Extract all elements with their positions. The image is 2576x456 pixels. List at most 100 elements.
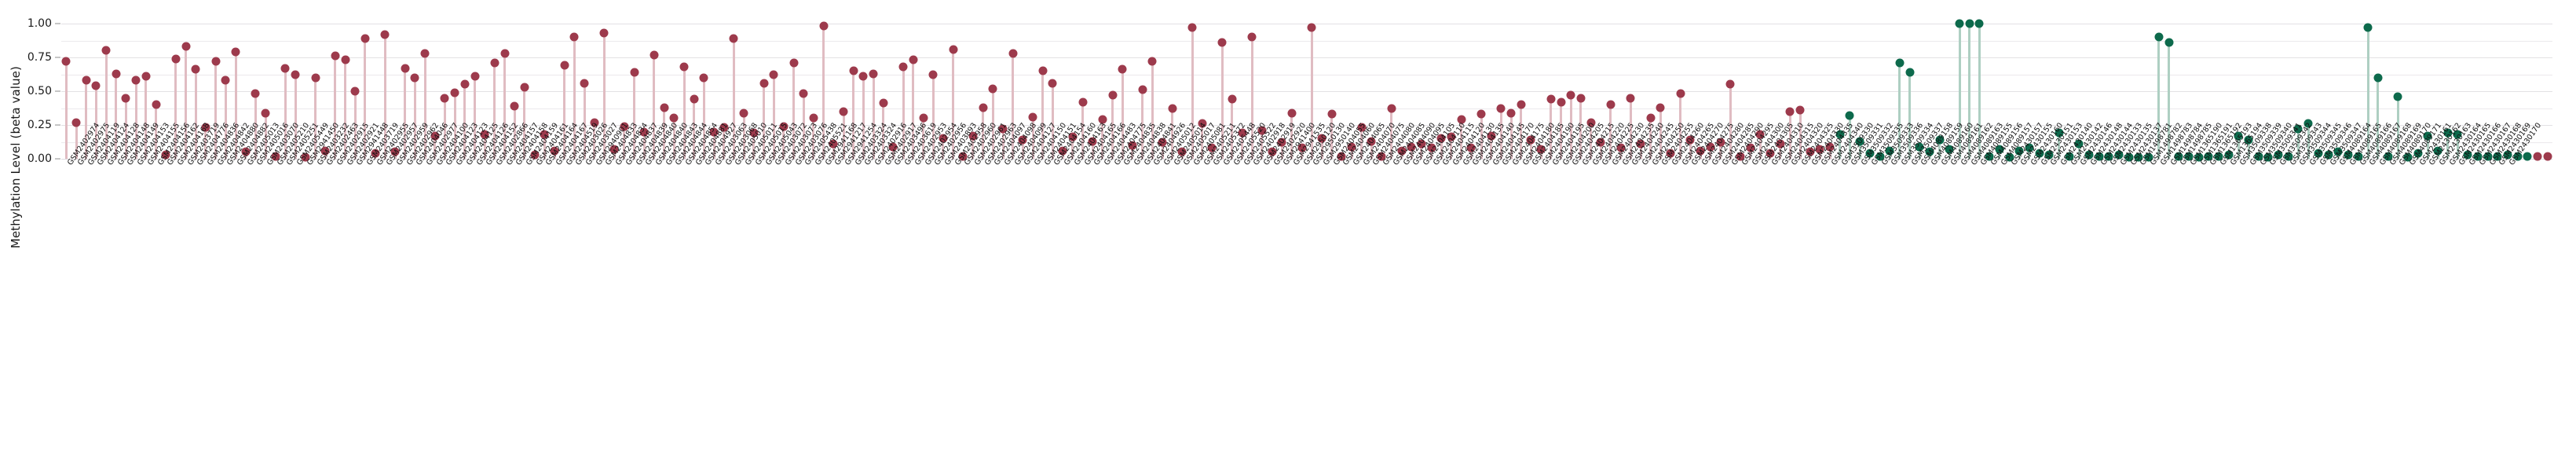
data-point-marker[interactable] bbox=[1985, 152, 1994, 161]
data-point-marker[interactable] bbox=[2483, 152, 2493, 161]
data-point-marker[interactable] bbox=[2443, 128, 2453, 138]
data-point-marker[interactable] bbox=[998, 124, 1008, 134]
data-point-marker[interactable] bbox=[709, 127, 719, 137]
data-point-marker[interactable] bbox=[1517, 100, 1526, 109]
data-point-marker[interactable] bbox=[949, 45, 958, 54]
data-point-marker[interactable] bbox=[1526, 135, 1535, 145]
data-point-marker[interactable] bbox=[2044, 150, 2054, 160]
data-point-marker[interactable] bbox=[660, 103, 669, 112]
data-point-marker[interactable] bbox=[201, 123, 210, 132]
data-point-marker[interactable] bbox=[490, 58, 499, 68]
data-point-marker[interactable] bbox=[480, 130, 489, 139]
data-point-marker[interactable] bbox=[440, 94, 449, 103]
data-point-marker[interactable] bbox=[82, 75, 91, 85]
data-point-marker[interactable] bbox=[1925, 147, 1934, 156]
data-point-marker[interactable] bbox=[1935, 135, 1945, 145]
data-point-marker[interactable] bbox=[919, 113, 928, 123]
data-point-marker[interactable] bbox=[649, 50, 659, 60]
data-point-marker[interactable] bbox=[2274, 150, 2283, 160]
data-point-marker[interactable] bbox=[460, 79, 470, 89]
data-point-marker[interactable] bbox=[1776, 139, 1785, 149]
data-point-marker[interactable] bbox=[1815, 145, 1824, 154]
data-point-marker[interactable] bbox=[1457, 115, 1466, 124]
data-point-marker[interactable] bbox=[2174, 152, 2183, 161]
data-point-marker[interactable] bbox=[1068, 132, 1078, 142]
data-point-marker[interactable] bbox=[2164, 38, 2173, 47]
data-point-marker[interactable] bbox=[719, 123, 729, 132]
data-point-marker[interactable] bbox=[2533, 152, 2542, 161]
data-point-marker[interactable] bbox=[1277, 138, 1286, 147]
data-point-marker[interactable] bbox=[470, 72, 480, 81]
data-point-marker[interactable] bbox=[1118, 64, 1127, 74]
data-point-marker[interactable] bbox=[879, 98, 888, 108]
data-point-marker[interactable] bbox=[1327, 109, 1337, 119]
data-point-marker[interactable] bbox=[2194, 153, 2204, 162]
data-point-marker[interactable] bbox=[1865, 149, 1875, 158]
data-point-marker[interactable] bbox=[1725, 79, 1735, 89]
data-point-marker[interactable] bbox=[1974, 19, 1984, 28]
data-point-marker[interactable] bbox=[1158, 138, 1167, 147]
data-point-marker[interactable] bbox=[1387, 104, 1396, 113]
data-point-marker[interactable] bbox=[1466, 143, 1476, 153]
data-point-marker[interactable] bbox=[699, 73, 708, 83]
data-point-marker[interactable] bbox=[1058, 146, 1067, 156]
data-point-marker[interactable] bbox=[1108, 90, 1118, 100]
data-point-marker[interactable] bbox=[311, 73, 320, 83]
data-point-marker[interactable] bbox=[1177, 147, 1187, 156]
data-point-marker[interactable] bbox=[1536, 145, 1546, 154]
data-point-marker[interactable] bbox=[909, 55, 918, 64]
data-point-marker[interactable] bbox=[251, 89, 260, 98]
data-point-marker[interactable] bbox=[2513, 152, 2523, 161]
data-point-marker[interactable] bbox=[1905, 68, 1915, 77]
data-point-marker[interactable] bbox=[1496, 104, 1506, 113]
data-point-marker[interactable] bbox=[569, 32, 579, 42]
data-point-marker[interactable] bbox=[1347, 142, 1356, 152]
data-point-marker[interactable] bbox=[968, 131, 978, 141]
data-point-marker[interactable] bbox=[2423, 131, 2432, 141]
data-point-marker[interactable] bbox=[2234, 131, 2243, 141]
data-point-marker[interactable] bbox=[1965, 19, 1974, 28]
data-point-marker[interactable] bbox=[1317, 134, 1326, 143]
data-point-marker[interactable] bbox=[1666, 149, 1675, 158]
data-point-marker[interactable] bbox=[988, 84, 997, 94]
data-point-marker[interactable] bbox=[280, 64, 290, 73]
data-point-marker[interactable] bbox=[620, 122, 629, 131]
data-point-marker[interactable] bbox=[1268, 147, 1277, 156]
data-point-marker[interactable] bbox=[380, 30, 390, 39]
data-point-marker[interactable] bbox=[291, 70, 300, 79]
data-point-marker[interactable] bbox=[2333, 147, 2343, 156]
data-point-marker[interactable] bbox=[1287, 108, 1297, 118]
data-point-marker[interactable] bbox=[1696, 146, 1705, 156]
data-point-marker[interactable] bbox=[530, 150, 540, 160]
data-point-marker[interactable] bbox=[221, 75, 230, 85]
data-point-marker[interactable] bbox=[1207, 143, 1217, 153]
data-point-marker[interactable] bbox=[181, 42, 191, 51]
data-point-marker[interactable] bbox=[869, 69, 878, 79]
data-point-marker[interactable] bbox=[1018, 135, 1027, 145]
data-point-marker[interactable] bbox=[1377, 152, 1386, 161]
data-point-marker[interactable] bbox=[410, 73, 419, 83]
data-point-marker[interactable] bbox=[1855, 137, 1864, 146]
data-point-marker[interactable] bbox=[739, 108, 748, 118]
data-point-marker[interactable] bbox=[2523, 152, 2532, 161]
data-point-marker[interactable] bbox=[799, 89, 808, 98]
data-point-marker[interactable] bbox=[639, 127, 649, 137]
data-point-marker[interactable] bbox=[819, 21, 829, 31]
data-point-marker[interactable] bbox=[1397, 146, 1407, 156]
data-point-marker[interactable] bbox=[1337, 152, 1346, 161]
data-point-marker[interactable] bbox=[1128, 141, 1137, 150]
data-point-marker[interactable] bbox=[1407, 142, 1416, 152]
data-point-marker[interactable] bbox=[1875, 152, 1885, 161]
data-point-marker[interactable] bbox=[560, 61, 569, 70]
data-point-marker[interactable] bbox=[2373, 73, 2383, 83]
data-point-marker[interactable] bbox=[1557, 97, 1566, 107]
data-point-marker[interactable] bbox=[979, 103, 988, 112]
data-point-marker[interactable] bbox=[630, 68, 639, 77]
data-point-marker[interactable] bbox=[729, 34, 738, 43]
data-point-marker[interactable] bbox=[1297, 143, 1307, 153]
data-point-marker[interactable] bbox=[1098, 115, 1107, 124]
data-point-marker[interactable] bbox=[1806, 147, 1815, 156]
data-point-marker[interactable] bbox=[1596, 138, 1605, 147]
data-point-marker[interactable] bbox=[1746, 143, 1755, 153]
data-point-marker[interactable] bbox=[1187, 23, 1197, 32]
